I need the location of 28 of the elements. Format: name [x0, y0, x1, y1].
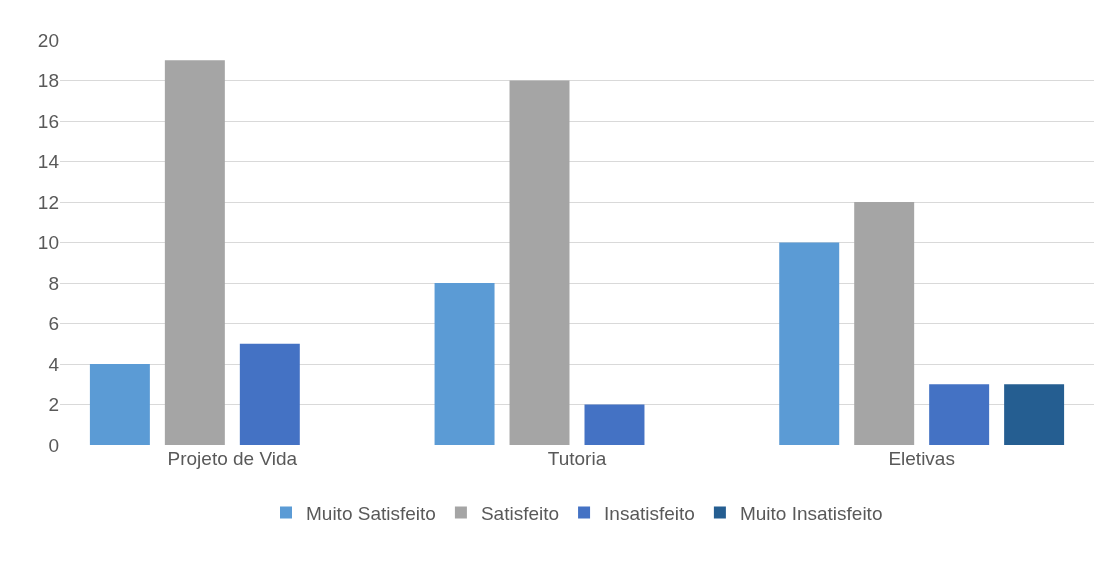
y-tick-label: 2: [48, 394, 59, 416]
bar: [1004, 384, 1065, 445]
legend-label: Insatisfeito: [604, 502, 695, 524]
bar: [434, 283, 495, 445]
bar: [584, 404, 645, 445]
y-tick-label: 16: [37, 110, 59, 132]
y-tick-label: 8: [48, 272, 59, 294]
y-tick-label: 0: [48, 434, 59, 456]
x-tick-label: Projeto de Vida: [167, 448, 298, 469]
x-tick-label: Tutoria: [547, 448, 607, 469]
bar: [89, 364, 150, 445]
bar: [929, 384, 990, 445]
legend-label: Satisfeito: [480, 502, 560, 524]
bar: [779, 242, 840, 445]
bar: [854, 202, 915, 445]
legend-label: Muito Satisfeito: [306, 502, 436, 524]
y-tick-label: 4: [48, 353, 60, 375]
y-tick-label: 10: [37, 232, 59, 254]
legend-label: Muito Insatisfeito: [739, 502, 883, 524]
bar: [239, 343, 300, 445]
y-tick-label: 20: [37, 29, 59, 51]
bar: [509, 80, 570, 445]
y-tick-label: 12: [37, 191, 59, 213]
bar: [164, 60, 225, 445]
y-tick-label: 14: [37, 151, 60, 173]
y-tick-label: 18: [37, 70, 59, 92]
y-tick-label: 6: [48, 313, 59, 335]
x-tick-label: Eletivas: [888, 448, 955, 469]
